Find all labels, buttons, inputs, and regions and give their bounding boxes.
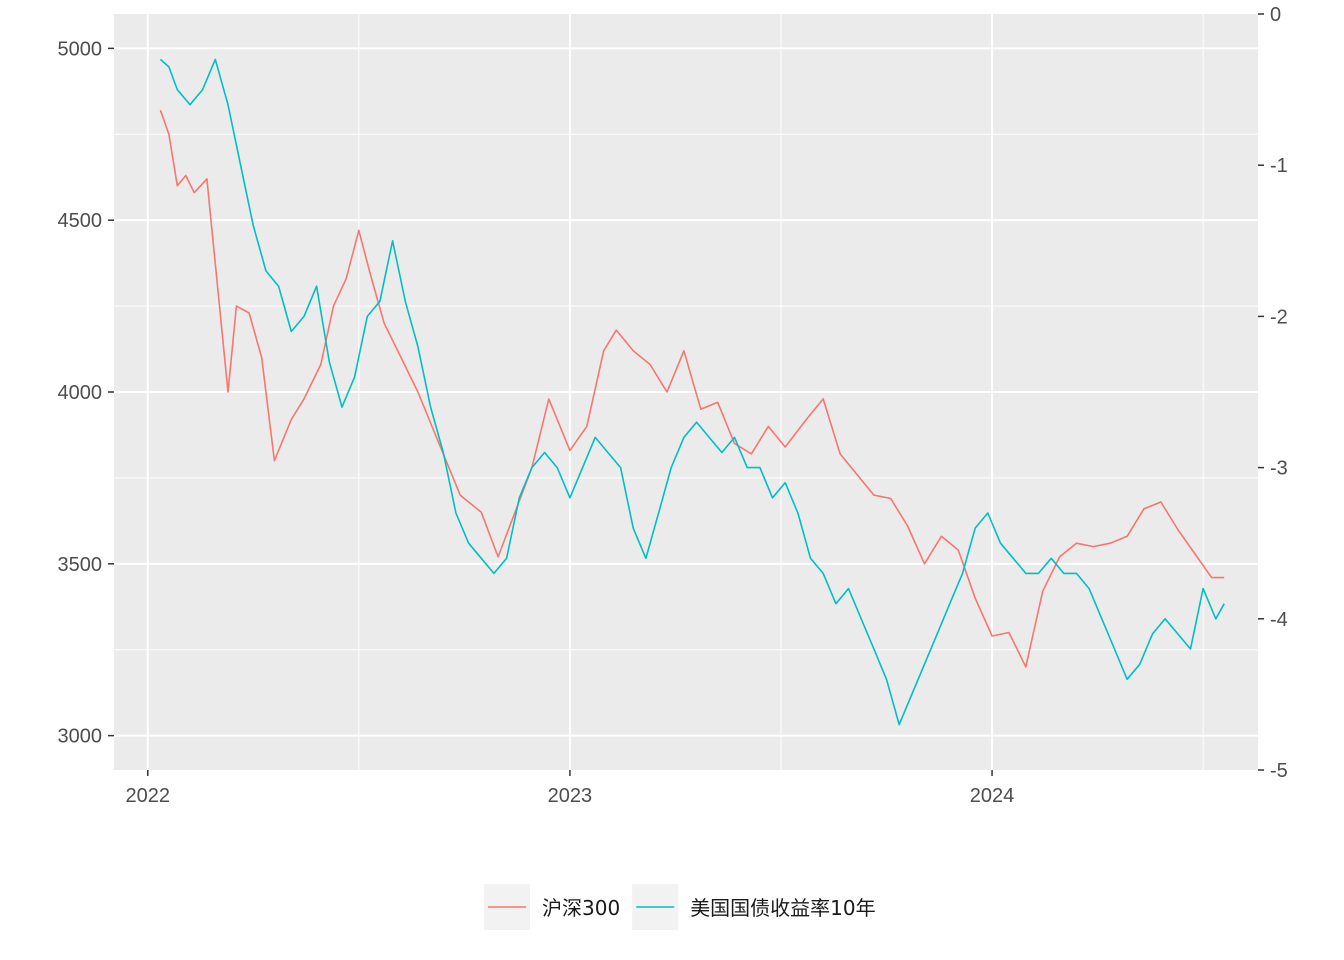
legend-label-2: 美国国债收益率10年 bbox=[690, 896, 875, 920]
major-grid bbox=[114, 14, 1258, 770]
x-axis: 2022 2023 2024 bbox=[126, 770, 1015, 807]
series-line-2 bbox=[159, 58, 1225, 726]
legend-label-1: 沪深300 bbox=[542, 896, 620, 920]
right-tick-label: -5 bbox=[1270, 760, 1288, 782]
series-layer bbox=[159, 58, 1225, 726]
legend: 沪深300 美国国债收益率10年 bbox=[484, 884, 876, 930]
x-tick-label: 2023 bbox=[548, 785, 593, 807]
series-line-1 bbox=[159, 109, 1225, 668]
left-tick-label: 5000 bbox=[58, 38, 103, 60]
right-tick-label: -1 bbox=[1270, 155, 1288, 177]
right-axis: 0 -1 -2 -3 -4 -5 bbox=[1258, 4, 1288, 782]
left-axis: 3000 3500 4000 4500 5000 bbox=[58, 38, 114, 748]
left-tick-label: 4500 bbox=[58, 210, 103, 232]
left-tick-label: 3000 bbox=[58, 726, 103, 748]
right-tick-label: -3 bbox=[1270, 458, 1288, 480]
right-tick-label: -2 bbox=[1270, 306, 1288, 328]
left-tick-label: 4000 bbox=[58, 382, 103, 404]
x-tick-label: 2022 bbox=[126, 785, 171, 807]
x-tick-label: 2024 bbox=[970, 785, 1015, 807]
right-tick-label: 0 bbox=[1270, 4, 1281, 26]
left-tick-label: 3500 bbox=[58, 554, 103, 576]
right-tick-label: -4 bbox=[1270, 609, 1288, 631]
